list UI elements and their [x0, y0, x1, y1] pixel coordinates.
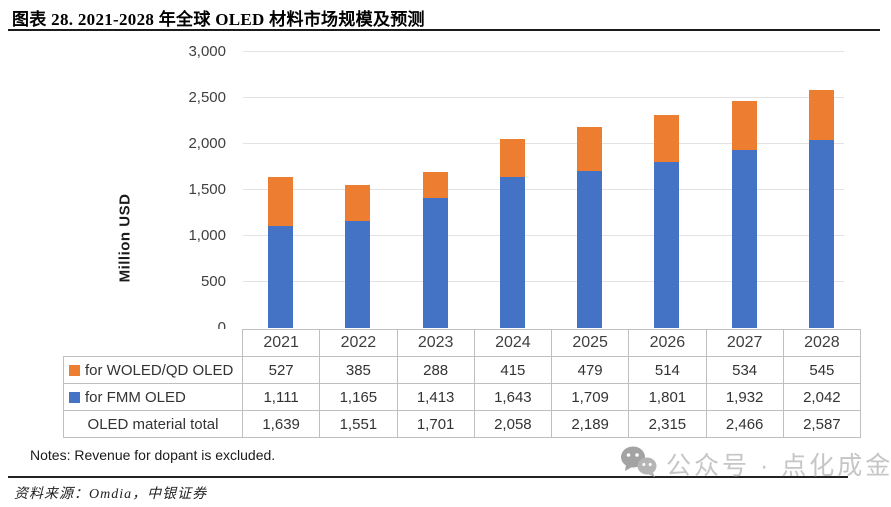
value-cell: 1,643: [473, 383, 553, 411]
value-cell: 545: [782, 356, 862, 384]
table-row: 2021 2022 2023 2024 2025 2026 2027 2028: [64, 329, 862, 357]
year-header: 2026: [628, 329, 707, 357]
year-header: 2025: [550, 329, 630, 357]
table-row: for FMM OLED 1,111 1,165 1,413 1,643 1,709 1,8…: [63, 383, 862, 411]
total-value-cell: 2,466: [705, 410, 784, 438]
series-label: for FMM OLED: [63, 383, 243, 411]
bar-segment-2026: [654, 162, 680, 328]
bar-segment-2021: [268, 225, 294, 328]
year-header: 2022: [319, 329, 398, 357]
value-cell: 527: [241, 356, 321, 384]
value-cell: 1,932: [705, 383, 784, 411]
gridline: [243, 51, 844, 52]
value-cell: 514: [628, 356, 707, 384]
gridline: [243, 235, 844, 236]
bar-segment-2022: [345, 220, 371, 328]
footer-divider: [8, 476, 848, 478]
watermark: 公众号 · 点化成金: [618, 444, 891, 483]
bar-segment-2022: [345, 185, 371, 221]
bar-segment-2021: [268, 177, 294, 226]
total-value-cell: 2,315: [628, 410, 707, 438]
bar-segment-2026: [654, 115, 680, 163]
year-header: 2021: [241, 329, 321, 357]
total-value-cell: 1,639: [241, 410, 321, 438]
value-cell: 479: [550, 356, 630, 384]
gridline: [243, 143, 844, 144]
y-axis-label: Million USD: [116, 193, 134, 283]
year-header: 2027: [705, 329, 784, 357]
year-header: 2023: [396, 329, 475, 357]
bar-segment-2023: [422, 171, 448, 199]
total-value-cell: 2,189: [550, 410, 630, 438]
table-corner-blank: [64, 330, 243, 357]
bar-segment-2023: [422, 198, 448, 328]
value-cell: 415: [473, 356, 553, 384]
value-cell: 2,042: [782, 383, 862, 411]
gridline: [243, 281, 844, 282]
plot-area: 0 500 1,000 1,500 2,000 2,500 3,000: [188, 43, 844, 336]
source-attribution: 资料来源：Omdia，中银证券: [14, 487, 208, 502]
y-axis-tick: 500: [200, 273, 226, 290]
value-cell: 385: [319, 356, 398, 384]
total-value-cell: 1,551: [319, 410, 398, 438]
chart-notes: Notes: Revenue for dopant is excluded.: [30, 447, 276, 463]
value-cell: 1,413: [396, 383, 475, 411]
value-cell: 1,801: [628, 383, 707, 411]
value-cell: 288: [396, 356, 475, 384]
bar-segment-2025: [577, 170, 603, 328]
value-cell: 534: [705, 356, 784, 384]
total-label: OLED material total: [63, 410, 243, 438]
bar-segment-2024: [499, 138, 525, 177]
value-cell: 1,111: [241, 383, 321, 411]
data-table: 2021 2022 2023 2024 2025 2026 2027 2028 for WOLE…: [63, 329, 862, 438]
year-header: 2024: [473, 329, 553, 357]
table-row: for WOLED/QD OLED 527 385 288 415 479 514 534 54…: [63, 356, 862, 384]
bar-segment-2028: [808, 90, 834, 141]
y-axis-tick: 1,000: [188, 227, 226, 244]
total-value-cell: 1,701: [396, 410, 475, 438]
bar-segment-2024: [499, 176, 525, 328]
y-axis-tick: 2,000: [188, 135, 226, 152]
year-header: 2028: [782, 329, 862, 357]
total-value-cell: 2,058: [473, 410, 553, 438]
bar-segment-2027: [731, 150, 757, 328]
value-cell: 1,165: [319, 383, 398, 411]
gridline: [243, 189, 844, 190]
title-divider: [8, 29, 880, 31]
figure-title: 图表 28. 2021-2028 年全球 OLED 材料市场规模及预测: [12, 10, 425, 29]
bar-segment-2025: [577, 126, 603, 171]
bar-segment-2027: [731, 101, 757, 151]
gridline: [243, 97, 844, 98]
legend-swatch: [69, 391, 80, 403]
table-row: OLED material total 1,639 1,551 1,701 2,058 2…: [63, 410, 862, 438]
y-axis-tick: 3,000: [188, 43, 226, 60]
total-value-cell: 2,587: [782, 410, 862, 438]
legend-swatch: [69, 364, 80, 376]
wechat-icon: [618, 444, 658, 483]
watermark-text: 公众号 · 点化成金: [666, 451, 891, 480]
y-axis-tick: 2,500: [188, 89, 226, 106]
value-cell: 1,709: [550, 383, 630, 411]
y-axis-tick: 1,500: [188, 181, 226, 198]
bar-segment-2028: [808, 140, 834, 328]
series-label: for WOLED/QD OLED: [63, 356, 243, 384]
y-axis-tick: 0: [217, 319, 226, 336]
